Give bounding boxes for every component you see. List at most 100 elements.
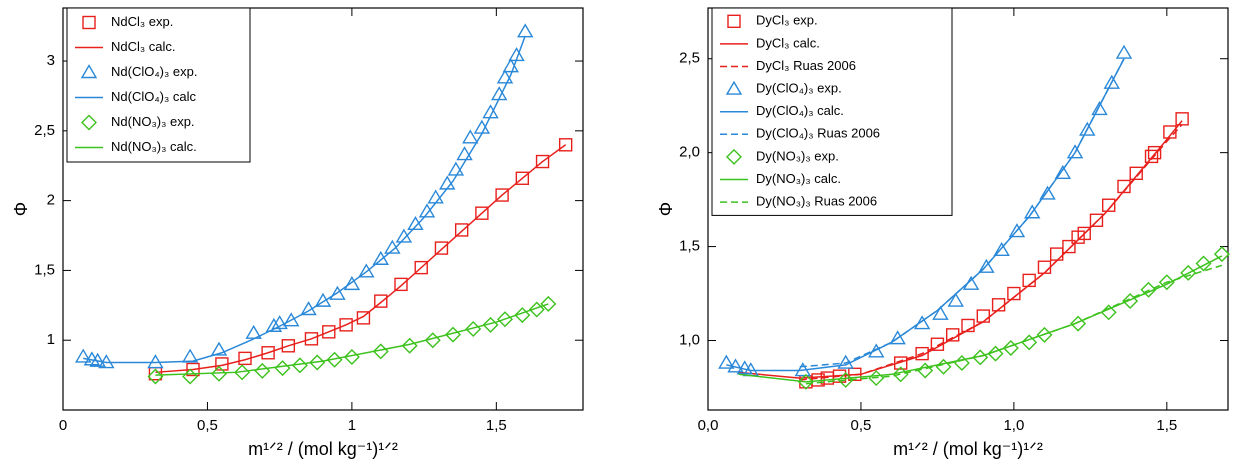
triangle-marker <box>889 330 906 345</box>
square-marker <box>1089 213 1104 227</box>
triangle-marker <box>1054 164 1072 180</box>
legend-box <box>711 7 953 216</box>
diamond-marker <box>147 368 164 385</box>
legend: DyCl₃ exp. DyCl₃ calc. DyCl₃ Ruas 2006 Dy(C… <box>711 7 953 216</box>
square-marker <box>535 154 550 169</box>
triangle-marker <box>1079 121 1096 136</box>
triangle-marker <box>418 203 436 218</box>
triangle-marker <box>978 258 995 273</box>
square-marker <box>1175 112 1189 126</box>
diamond-marker <box>953 355 970 372</box>
legend-box <box>66 7 251 163</box>
triangle-marker <box>932 305 949 320</box>
square-marker <box>261 346 275 360</box>
diamond-marker <box>797 373 814 390</box>
diamond-marker <box>1070 315 1087 332</box>
x-tick-label: 1,0 <box>1003 417 1024 434</box>
diamond-marker <box>1140 281 1157 298</box>
square-marker <box>82 15 96 30</box>
diamond-marker <box>540 295 557 312</box>
square-marker <box>1147 145 1162 160</box>
legend-label: Dy(ClO₄)₃ Ruas 2006 <box>756 126 880 141</box>
legend-label: Nd(ClO₄)₃ calc <box>111 89 196 104</box>
diamond-marker <box>1195 255 1212 272</box>
diamond-marker <box>254 362 271 379</box>
triangle-marker <box>1103 74 1120 89</box>
diamond-marker <box>917 362 934 379</box>
square-marker <box>475 206 489 220</box>
square-marker <box>394 277 408 292</box>
triangle-marker <box>1008 223 1026 238</box>
plot-panel: 0 0,5 1 1,5 1 1,5 2 2,5 3 m¹ᐟ² / (mol kg⁻¹)¹ᐟ² Φ <box>11 7 584 459</box>
triangle-marker <box>147 354 164 369</box>
diamond-marker <box>987 345 1004 362</box>
square-marker <box>1129 166 1143 181</box>
square-marker <box>374 294 388 308</box>
square-marker <box>454 223 469 237</box>
series-line <box>805 264 1223 385</box>
legend-label: DyCl₃ Ruas 2006 <box>756 58 856 73</box>
legend-label: DyCl₃ calc. <box>756 35 820 50</box>
triangle-marker <box>517 23 534 38</box>
triangle-marker <box>456 146 473 161</box>
legend-label: Nd(ClO₄)₃ exp. <box>111 64 197 79</box>
legend-label: DyCl₃ exp. <box>756 13 818 28</box>
plot-panel: 0,0 0,5 1,0 1,5 1,0 1,5 2,0 2,5 m¹ᐟ² / (mol kg⁻¹… <box>656 7 1230 459</box>
square-marker <box>414 260 428 275</box>
square-marker <box>976 309 990 323</box>
y-tick-label: 1,5 <box>679 238 700 255</box>
triangle-marker <box>283 312 300 327</box>
triangle-marker <box>1039 185 1056 200</box>
triangle-marker <box>1115 44 1133 59</box>
series-line <box>799 123 1183 381</box>
plot-frame <box>62 7 584 411</box>
series-line <box>738 255 1223 383</box>
square-marker <box>1062 239 1076 254</box>
y-axis-label: Φ <box>656 202 676 216</box>
x-tick-label: 0,5 <box>851 417 872 434</box>
y-tick-label: 1,0 <box>679 331 700 348</box>
square-marker <box>495 188 509 202</box>
square-marker <box>1102 198 1116 212</box>
square-marker <box>1144 149 1159 164</box>
square-marker <box>727 14 741 29</box>
triangle-marker <box>1091 101 1108 116</box>
square-marker <box>961 318 975 333</box>
triangle-marker <box>725 80 743 95</box>
x-tick-label: 0 <box>59 417 67 434</box>
plot-frame <box>707 7 1229 411</box>
triangle-marker <box>1024 204 1041 219</box>
triangle-marker <box>358 263 375 278</box>
triangle-marker <box>271 315 288 330</box>
triangle-marker <box>395 228 413 243</box>
square-marker <box>304 332 319 346</box>
legend-label: Nd(NO₃)₃ calc. <box>111 139 197 154</box>
x-tick-label: 1,5 <box>486 417 507 434</box>
square-marker <box>1077 226 1091 241</box>
legend-label: NdCl₃ exp. <box>111 14 173 29</box>
diamond-marker <box>182 368 199 385</box>
square-marker <box>515 171 530 185</box>
x-tick-label: 1,5 <box>1156 417 1177 434</box>
triangle-marker <box>1066 144 1084 159</box>
triangle-marker <box>496 69 514 84</box>
diamond-marker <box>1021 334 1038 351</box>
x-tick-label: 0,0 <box>698 417 719 434</box>
x-axis-label: m¹ᐟ² / (mol kg⁻¹)¹ᐟ² <box>893 439 1043 459</box>
square-marker <box>356 311 371 325</box>
triangle-marker <box>462 129 479 144</box>
triangle-marker <box>210 341 228 356</box>
legend-label: Dy(NO₃)₃ exp. <box>756 148 839 163</box>
square-marker <box>434 241 449 255</box>
legend-label: NdCl₃ calc. <box>111 39 176 54</box>
y-tick-label: 1,5 <box>34 261 55 278</box>
y-tick-label: 2,5 <box>34 122 55 139</box>
triangle-marker <box>343 275 361 291</box>
y-tick-label: 2,0 <box>679 144 700 161</box>
series-line <box>83 35 526 364</box>
diamond-marker <box>274 360 291 377</box>
diamond-marker <box>211 365 227 382</box>
diamond-marker <box>726 148 742 165</box>
series-line <box>155 303 549 376</box>
triangle-marker <box>75 348 92 363</box>
